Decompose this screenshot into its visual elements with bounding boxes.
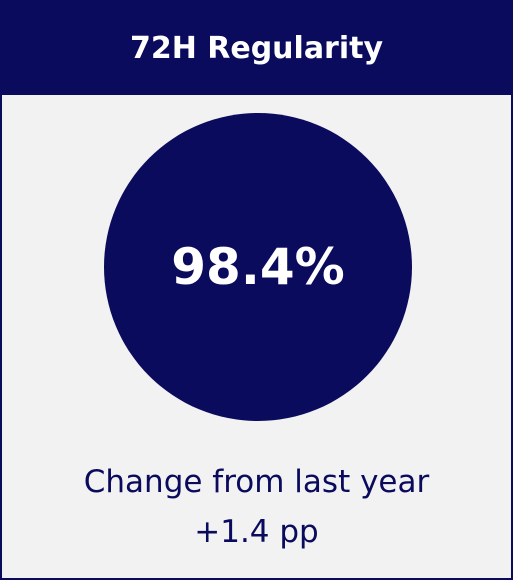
card-header: 72H Regularity: [2, 2, 511, 95]
card-title: 72H Regularity: [129, 31, 384, 66]
kpi-value: 98.4%: [171, 238, 345, 296]
kpi-change: Change from last year +1.4 pp: [83, 464, 430, 550]
kpi-circle: 98.4%: [104, 113, 412, 421]
